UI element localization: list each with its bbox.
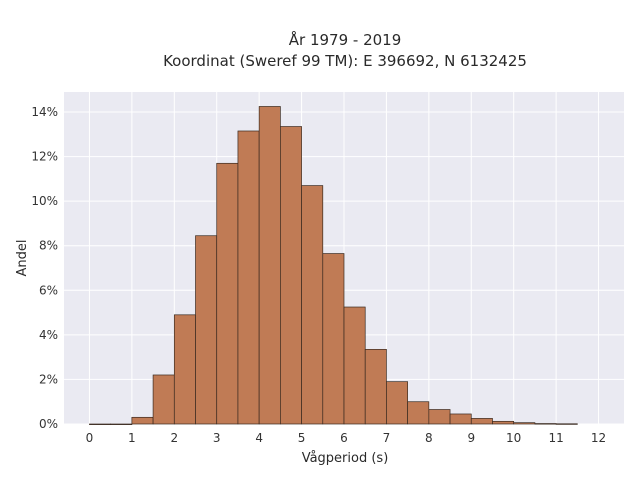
histogram-bar-9: [280, 126, 302, 425]
y-tick-label-0: 0%: [39, 417, 58, 431]
chart-title-line1: År 1979 - 2019: [289, 30, 402, 49]
x-tick-label-6: 6: [340, 431, 348, 445]
histogram-bar-19: [492, 420, 515, 425]
x-tick-label-7: 7: [383, 431, 391, 445]
x-tick-label-8: 8: [425, 431, 433, 445]
histogram-bars: [89, 106, 578, 425]
histogram-bar-8: [258, 106, 281, 425]
x-axis-label: Vågperiod (s): [302, 451, 389, 466]
histogram-bar-22: [555, 423, 578, 425]
x-axis-ticks: 0 1 2 3 4 5 6 7 8 9 10 11 12: [86, 431, 607, 445]
histogram-bar-12: [343, 306, 366, 425]
histogram-bar-17: [449, 413, 472, 425]
histogram-bar-7: [237, 130, 260, 425]
x-tick-label-0: 0: [86, 431, 94, 445]
histogram-bar-6: [216, 162, 239, 425]
y-tick-label-3: 6%: [39, 283, 58, 297]
y-axis-ticks: 0% 2% 4% 6% 8% 10% 12% 14%: [31, 105, 58, 431]
x-tick-label-11: 11: [548, 431, 563, 445]
chart-title-line2: Koordinat (Sweref 99 TM): E 396692, N 61…: [163, 52, 527, 70]
x-tick-label-1: 1: [128, 431, 136, 445]
y-tick-label-7: 14%: [31, 105, 58, 119]
histogram-bar-4: [173, 314, 196, 425]
histogram-bar-10: [301, 185, 324, 425]
histogram-bar-2: [131, 416, 154, 425]
y-tick-label-5: 10%: [31, 194, 58, 208]
y-axis-label: Andel: [15, 240, 30, 277]
histogram-bar-3: [152, 374, 175, 425]
histogram-bar-16: [428, 409, 451, 425]
histogram-bar-20: [513, 422, 536, 425]
x-tick-label-2: 2: [170, 431, 178, 445]
x-tick-label-10: 10: [506, 431, 521, 445]
y-tick-label-4: 8%: [39, 239, 58, 253]
histogram-bar-13: [364, 349, 387, 425]
x-tick-label-12: 12: [591, 431, 606, 445]
histogram-bar-1: [110, 423, 133, 425]
histogram-bar-0: [89, 423, 112, 425]
x-tick-label-4: 4: [255, 431, 263, 445]
y-tick-label-2: 4%: [39, 328, 58, 342]
x-tick-label-3: 3: [213, 431, 221, 445]
histogram-bar-11: [322, 253, 345, 425]
x-tick-label-5: 5: [298, 431, 306, 445]
y-tick-label-6: 12%: [31, 150, 58, 164]
histogram-bar-14: [386, 381, 408, 425]
histogram-bar-18: [470, 418, 493, 425]
x-tick-label-9: 9: [467, 431, 475, 445]
histogram-bar-15: [407, 401, 430, 425]
y-tick-label-1: 2%: [39, 372, 58, 386]
histogram-bar-21: [534, 423, 557, 425]
histogram-bar-5: [195, 235, 218, 425]
